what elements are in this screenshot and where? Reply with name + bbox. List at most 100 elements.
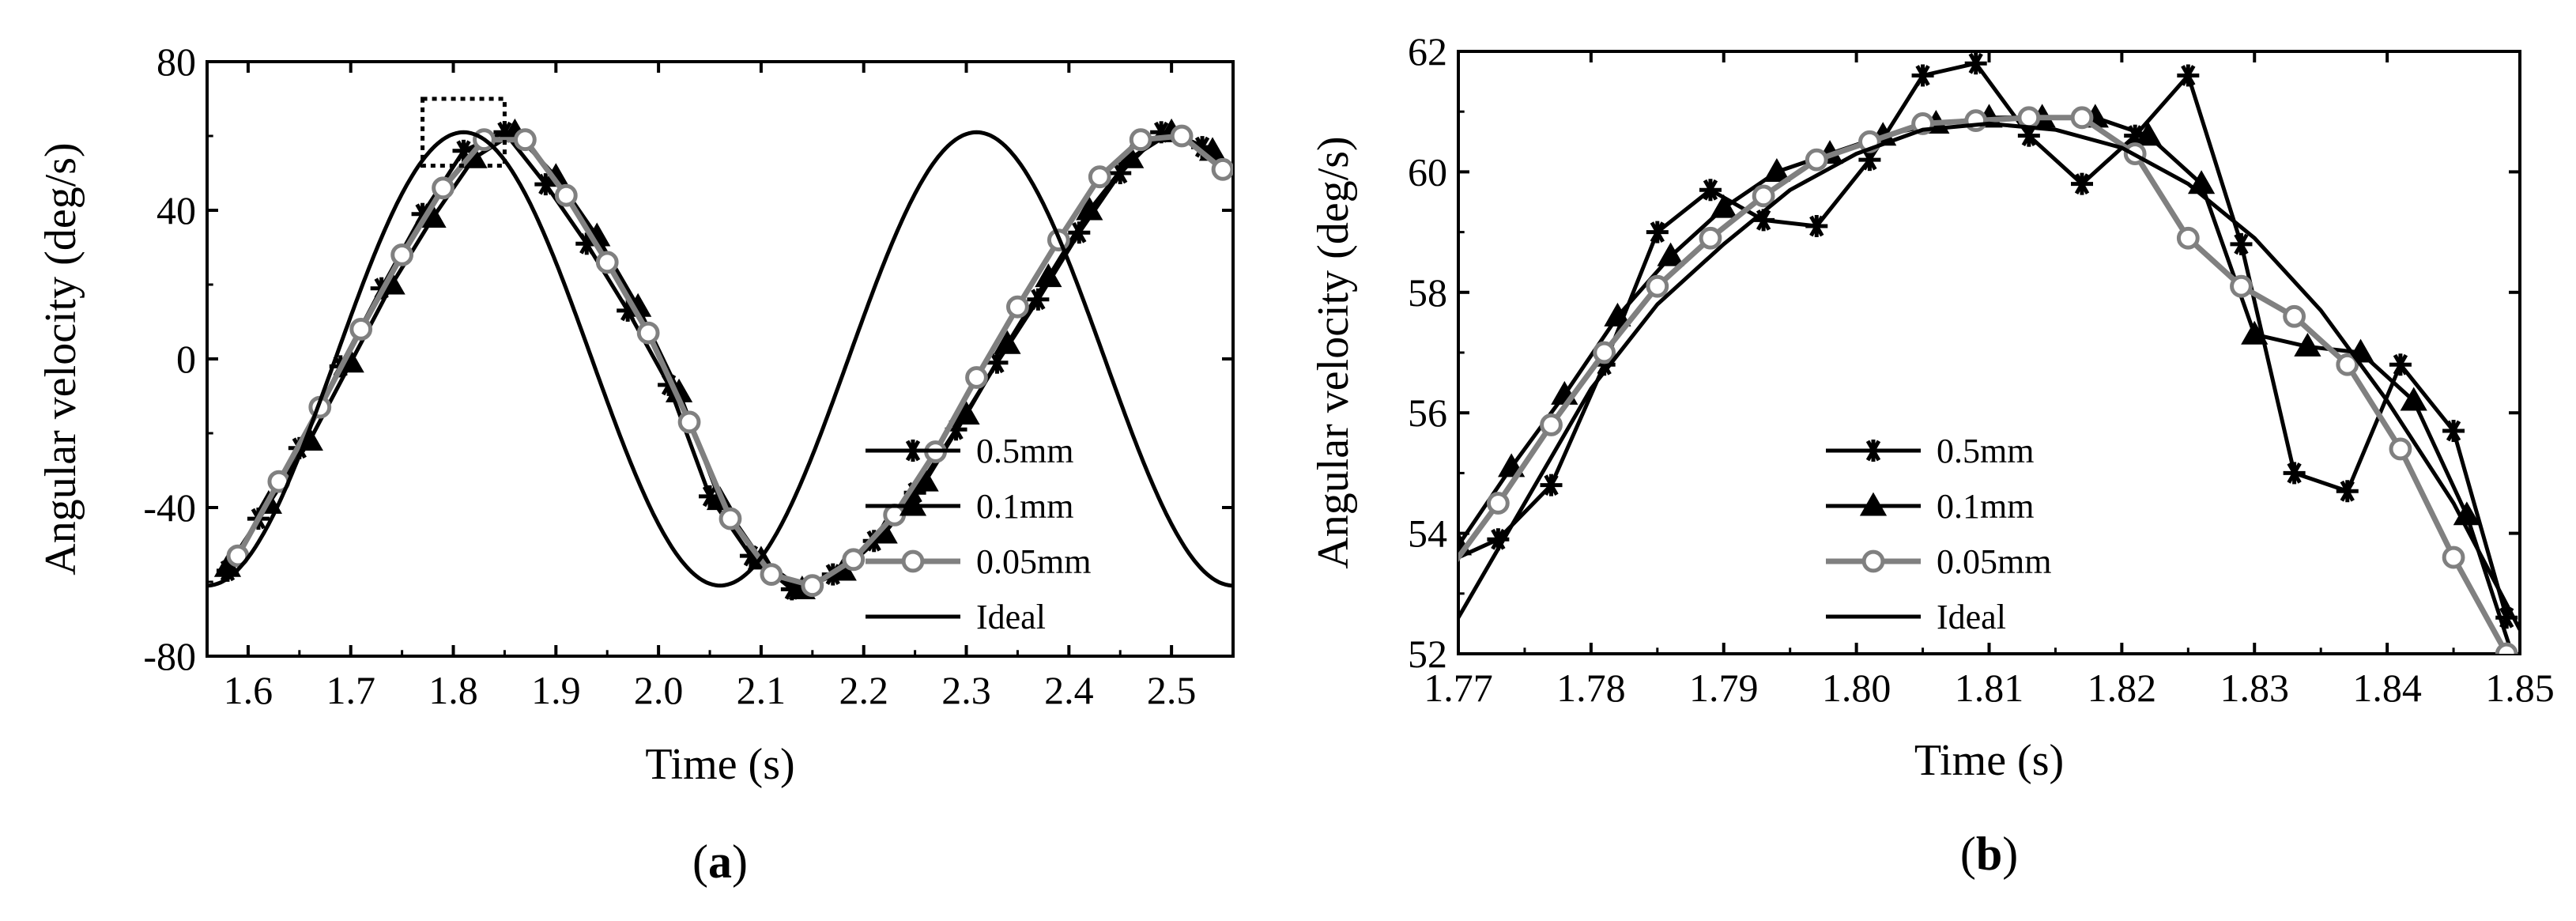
legend-marker: [899, 492, 927, 516]
x-tick-label: 1.79: [1689, 666, 1759, 710]
y-tick-label: -80: [143, 634, 196, 678]
x-tick-label: 2.3: [941, 668, 991, 712]
series-005mm-point: [1699, 226, 1722, 250]
legend-marker: [902, 440, 924, 462]
series-01mm-point: [1763, 157, 1791, 182]
legend-marker: [1862, 440, 1884, 462]
x-axis-label: Time (s): [1914, 736, 2064, 785]
y-tick-label: 58: [1408, 270, 1447, 315]
legend: 0.5mm 0.1mm 0.05mm Ideal: [1826, 432, 2051, 636]
x-tick-label: 2.4: [1044, 668, 1094, 712]
series-005mm-point: [1211, 157, 1233, 181]
legend-label: 0.5mm: [1937, 432, 2034, 470]
series-005mm-point: [760, 563, 783, 586]
series-005mm-point: [2495, 642, 2518, 654]
x-tick-label: 2.5: [1147, 668, 1197, 712]
chart-panel-a: 1.6 1.7 1.8 1.9 2.0 2.1 2.2 2.3 2.4 2.5 -80 -40 0 40 8…: [36, 40, 1235, 888]
series-01mm-point: [994, 330, 1021, 354]
legend-label: 0.1mm: [1937, 487, 2034, 526]
series-05mm-point: [1805, 214, 1828, 237]
series-005mm-point: [595, 251, 619, 274]
series-05mm-point: [2336, 480, 2359, 503]
series-005mm-point: [2336, 353, 2359, 376]
x-tick-label: 1.83: [2220, 666, 2290, 710]
series-005mm-point: [1088, 165, 1111, 189]
series-05mm-point: [2230, 232, 2253, 255]
series-005mm-point: [1805, 148, 1828, 172]
plot-area: [207, 118, 1233, 601]
series-05mm-line: [1458, 61, 2509, 618]
series-01mm-point: [2400, 387, 2427, 411]
series-005mm-point: [2070, 106, 2094, 130]
y-axis-label: Angular velocity (deg/s): [36, 142, 85, 575]
series-01mm-point: [1076, 196, 1103, 221]
legend-marker: [1859, 492, 1888, 516]
series-005mm-point: [801, 574, 824, 598]
legend-label: 0.05mm: [976, 542, 1091, 581]
panel-label: (b): [1960, 828, 2018, 880]
series-005mm-point: [349, 318, 373, 341]
legend-label: Ideal: [976, 598, 1046, 636]
x-tick-label: 2.1: [737, 668, 786, 712]
series-05mm-point: [1540, 474, 1563, 496]
series-005mm-point: [1540, 413, 1563, 436]
x-tick-label: 1.8: [428, 668, 478, 712]
plot-area: [1434, 52, 2520, 654]
series-005mm-point: [965, 366, 988, 389]
series-005mm-point: [1646, 274, 1669, 298]
legend-label: 0.5mm: [976, 432, 1073, 470]
y-tick-label: 40: [157, 188, 196, 232]
x-tick-label: 1.78: [1556, 666, 1626, 710]
series-05mm-point: [1964, 52, 1987, 75]
y-tick-label: 62: [1408, 29, 1447, 74]
legend-marker: [1861, 549, 1885, 573]
series-01mm-point: [2241, 320, 2269, 345]
series-005mm-point: [1486, 492, 1510, 515]
x-tick-label: 1.9: [531, 668, 581, 712]
legend: 0.5mm 0.1mm 0.05mm Ideal: [866, 432, 1091, 636]
series-05mm-point: [1434, 553, 1456, 575]
y-tick-label: 54: [1408, 511, 1447, 556]
series-005mm-point: [432, 176, 454, 200]
series-01mm-point: [952, 401, 980, 425]
series-005mm-point: [2442, 545, 2465, 569]
series-01mm-point: [1710, 194, 1737, 218]
series-01mm-point: [1657, 242, 1684, 266]
legend-marker: [901, 549, 925, 573]
legend-label: 0.1mm: [976, 487, 1073, 526]
x-tick-label: 1.77: [1424, 666, 1493, 710]
series-005mm-point: [2017, 106, 2041, 130]
series-05mm-point: [1699, 179, 1722, 202]
series-01mm-point: [1604, 302, 1631, 327]
series-05mm-point: [2177, 64, 2200, 87]
x-tick-label: 1.84: [2352, 666, 2422, 710]
series-05mm-point: [1911, 64, 1934, 87]
series-005mm-point: [1129, 128, 1152, 152]
series-005mm-point: [2389, 437, 2412, 461]
zoom-box: [421, 96, 507, 168]
series-005mm-point: [2283, 304, 2306, 328]
y-tick-label: -40: [143, 485, 196, 530]
x-tick-label: 1.85: [2485, 666, 2555, 710]
series-005mm-point: [2176, 226, 2200, 250]
series-01mm-point: [1035, 263, 1062, 288]
series-005mm-point: [1752, 184, 1775, 208]
series-005mm-point: [677, 410, 701, 434]
panel-label: (a): [692, 836, 748, 888]
series-005mm-point: [1170, 124, 1194, 148]
series-005mm-point: [2230, 274, 2253, 298]
x-axis-label: Time (s): [645, 740, 794, 789]
series-05mm-point: [2071, 172, 2094, 195]
y-tick-label: 0: [176, 337, 196, 381]
series-005mm-point: [718, 507, 742, 530]
legend-label: 0.05mm: [1937, 542, 2051, 581]
y-tick-label: 60: [1408, 149, 1447, 194]
x-tick-label: 1.80: [1822, 666, 1891, 710]
series-01mm-point: [2134, 122, 2163, 146]
x-tick-label: 1.6: [224, 668, 273, 712]
x-tick-label: 1.7: [326, 668, 375, 712]
y-axis-label: Angular velocity (deg/s): [1309, 136, 1358, 568]
series-01mm-point: [2294, 332, 2321, 357]
series-005mm-point: [554, 183, 578, 207]
chart-panel-b: 1.77 1.78 1.79 1.80 1.81 1.82 1.83 1.84 1.85 52 54…: [1309, 29, 2555, 880]
